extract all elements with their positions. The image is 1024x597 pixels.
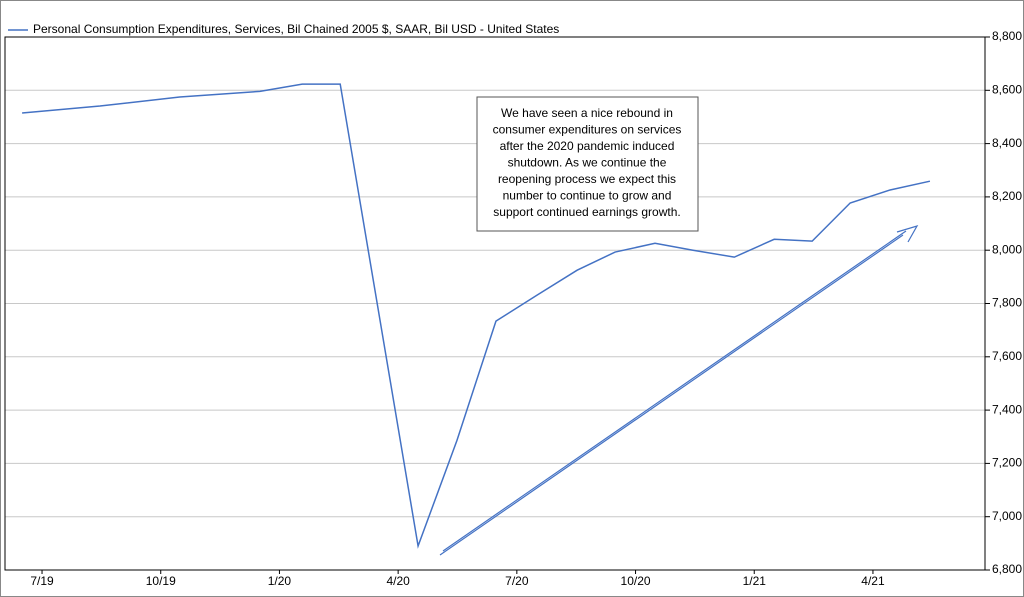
annotation-line: after the 2020 pandemic induced: [500, 139, 675, 153]
y-tick-label: 7,400: [992, 402, 1022, 416]
x-tick-label: 1/20: [268, 574, 292, 588]
y-tick-label: 7,600: [992, 349, 1022, 363]
y-tick-label: 8,200: [992, 189, 1022, 203]
y-tick-label: 7,800: [992, 296, 1022, 310]
x-tick-label: 4/20: [386, 574, 410, 588]
x-tick-label: 7/19: [30, 574, 54, 588]
y-tick-label: 7,000: [992, 509, 1022, 523]
y-tick-label: 6,800: [992, 562, 1022, 576]
annotation-line: shutdown. As we continue the: [508, 156, 667, 170]
y-tick-label: 8,600: [992, 82, 1022, 96]
data-line: [22, 83, 931, 549]
annotation-line: support continued earnings growth.: [493, 205, 680, 219]
y-tick-label: 8,400: [992, 136, 1022, 150]
annotation: We have seen a nice rebound in consumer e…: [476, 96, 699, 232]
y-tick-label: 7,200: [992, 456, 1022, 470]
x-tick-label: 10/20: [621, 574, 651, 588]
x-tick-label: 10/19: [146, 574, 176, 588]
x-tick-label: 1/21: [743, 574, 767, 588]
annotation-line: number to continue to grow and: [503, 189, 672, 203]
annotation-line: consumer expenditures on services: [493, 123, 682, 137]
annotation-line: We have seen a nice rebound in: [501, 106, 673, 120]
x-tick-label: 7/20: [505, 574, 529, 588]
y-tick-label: 8,800: [992, 29, 1022, 43]
annotation-line: reopening process we expect this: [498, 172, 676, 186]
y-tick-label: 8,000: [992, 242, 1022, 256]
annotation-box: [476, 96, 699, 232]
x-tick-label: 4/21: [861, 574, 885, 588]
trend-arrow: [439, 224, 919, 556]
plot-area: [4, 36, 986, 571]
legend-label: Personal Consumption Expenditures, Servi…: [33, 22, 559, 36]
